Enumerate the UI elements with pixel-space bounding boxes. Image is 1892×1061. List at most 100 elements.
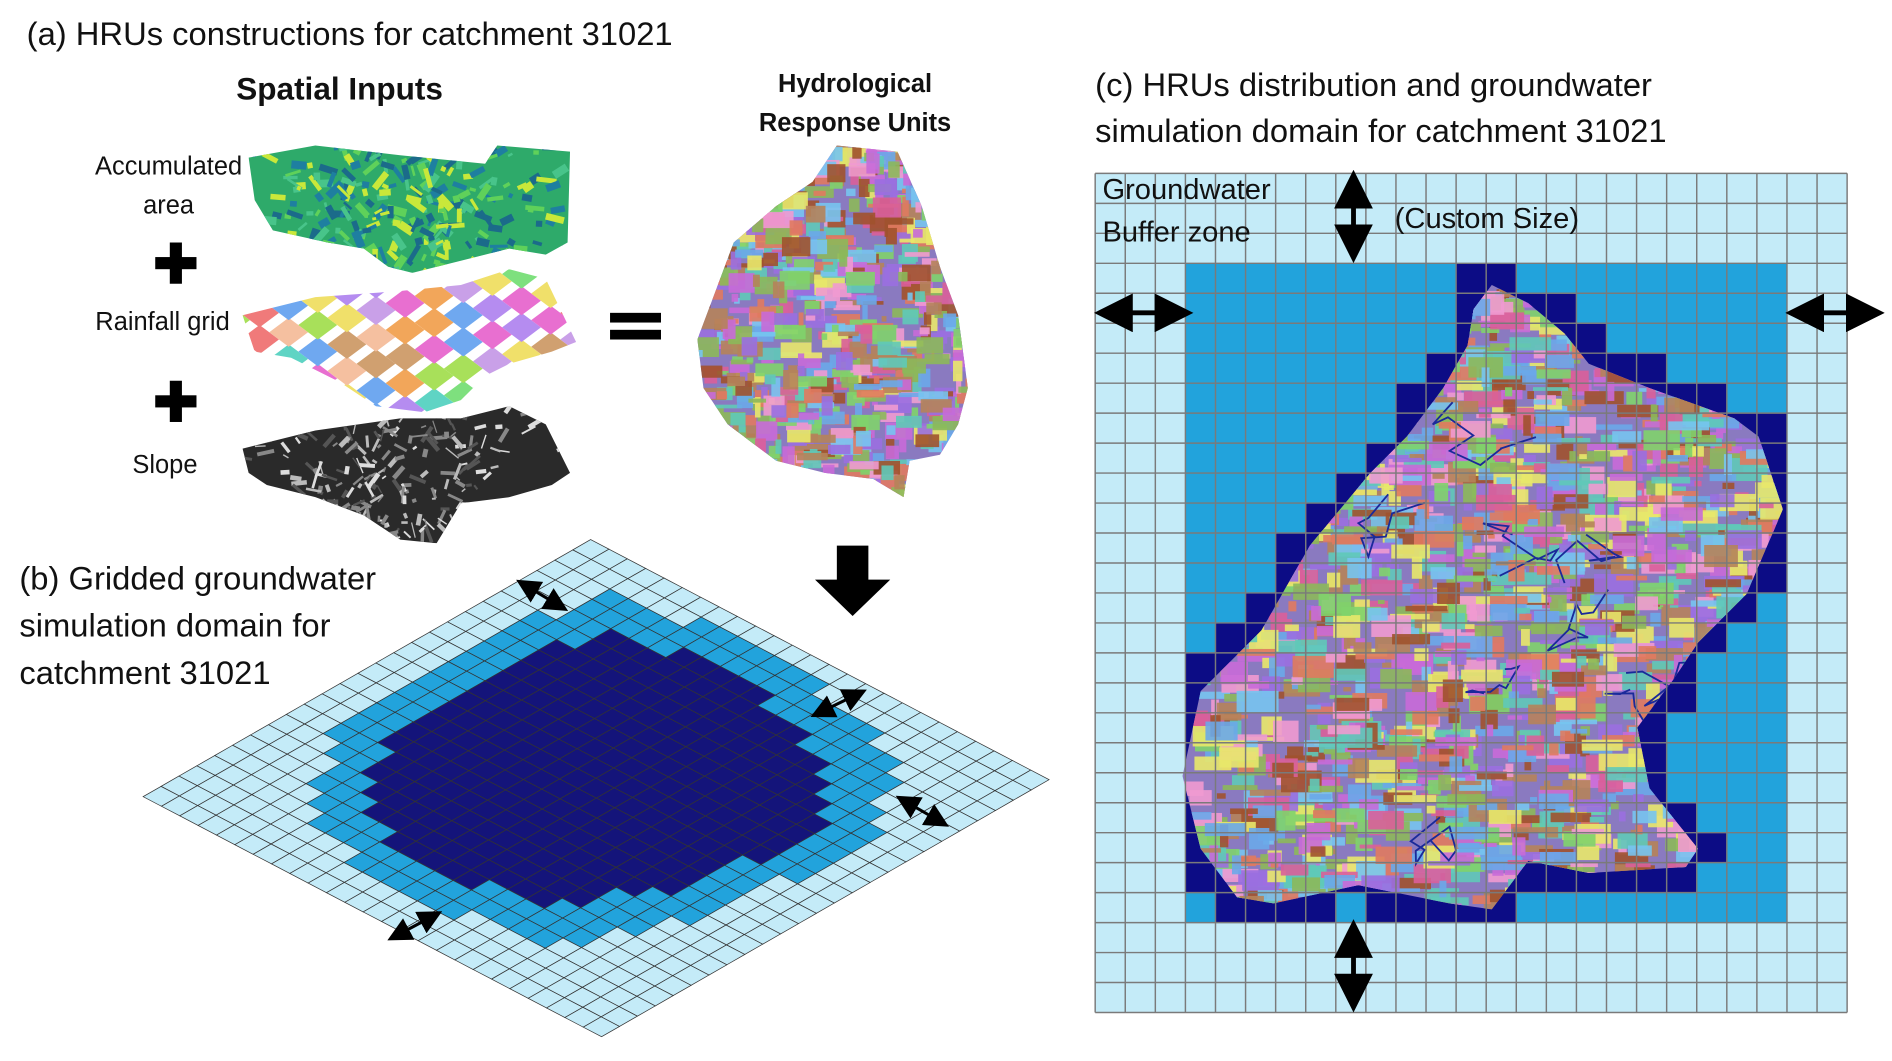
hru-patch	[1523, 454, 1536, 463]
hru-patch	[834, 499, 862, 516]
hru-patch	[704, 405, 715, 415]
hru-patch	[727, 376, 746, 387]
hru-patch	[934, 214, 962, 219]
map-texture	[409, 543, 415, 552]
map-texture	[343, 122, 349, 131]
grid-cell	[1125, 263, 1156, 294]
map-texture	[446, 166, 455, 177]
grid-cell	[1155, 772, 1186, 803]
grid-cell	[1305, 922, 1336, 953]
grid-cell	[1726, 982, 1757, 1013]
hru-patch	[958, 145, 968, 158]
hru-patch	[769, 492, 792, 497]
grid-cell	[1636, 922, 1667, 953]
map-texture	[477, 229, 490, 240]
hru-patch	[898, 392, 925, 398]
hru-patch	[755, 363, 784, 377]
grid-cell	[1155, 503, 1186, 534]
map-texture	[331, 514, 347, 520]
map-texture	[269, 504, 281, 517]
grid-cell	[1696, 682, 1727, 713]
hru-patch	[1610, 800, 1619, 810]
hru-patch	[976, 232, 983, 239]
map-texture	[338, 276, 347, 296]
map-texture	[411, 136, 418, 143]
hru-patch	[826, 384, 848, 390]
hru-patch	[939, 173, 947, 185]
map-texture	[364, 416, 380, 420]
map-texture	[382, 466, 387, 473]
hru-patch	[731, 294, 739, 302]
hru-patch	[972, 232, 981, 237]
hru-patch	[925, 295, 957, 305]
hru-patch	[942, 282, 960, 297]
hru-patch	[882, 365, 914, 371]
hru-patch	[1309, 724, 1321, 742]
input-label: Rainfall grid	[95, 308, 229, 336]
map-texture	[310, 410, 317, 423]
map-texture	[469, 198, 479, 211]
grid-cell	[1516, 892, 1547, 923]
hru-patch	[1722, 482, 1735, 489]
grid-cell	[1305, 892, 1336, 923]
map-texture	[528, 172, 543, 186]
hru-patch	[1377, 599, 1385, 604]
hru-patch	[1430, 567, 1456, 580]
map-texture	[337, 391, 341, 395]
hru-patch	[966, 473, 968, 483]
hru-patch	[794, 473, 809, 482]
grid-cell	[1305, 443, 1336, 474]
grid-cell	[1456, 952, 1487, 983]
map-texture	[452, 462, 463, 481]
map-texture	[341, 167, 357, 182]
grid-cell	[1426, 982, 1457, 1013]
grid-cell	[1786, 622, 1818, 653]
map-texture	[422, 560, 432, 568]
hru-patch	[711, 170, 730, 181]
map-texture	[484, 401, 498, 404]
hru-patch	[756, 421, 778, 441]
map-texture	[379, 188, 391, 197]
grid-cell	[1185, 233, 1216, 264]
map-texture	[459, 147, 470, 157]
hru-patch	[1411, 556, 1423, 579]
hru-patch	[948, 276, 968, 283]
hru-patch	[771, 377, 781, 397]
grid-cell	[1125, 592, 1156, 623]
grid-cell	[1546, 203, 1577, 234]
hru-patch	[913, 229, 923, 238]
map-texture	[457, 65, 463, 71]
map-texture	[401, 164, 411, 181]
map-texture	[475, 468, 487, 475]
map-texture	[404, 179, 410, 191]
grid-cell	[1666, 742, 1697, 773]
map-texture	[281, 495, 295, 503]
hru-patch	[758, 347, 781, 360]
hru-patch	[1619, 507, 1659, 521]
hru-patch	[1508, 820, 1531, 829]
grid-cell	[1125, 712, 1156, 743]
map-texture	[284, 255, 290, 263]
hru-patch	[775, 439, 782, 454]
hru-patch	[697, 276, 708, 291]
hru-patch	[771, 405, 792, 418]
map-texture	[503, 406, 518, 415]
grid-cell	[1696, 323, 1727, 354]
map-texture	[450, 423, 456, 431]
hru-patch	[909, 487, 924, 498]
hru-patch	[735, 492, 749, 498]
grid-cell	[1817, 832, 1848, 863]
map-texture	[458, 189, 471, 200]
map-texture	[345, 258, 359, 268]
map-texture	[445, 447, 459, 459]
hru-patch	[921, 258, 937, 266]
hru-patch	[943, 428, 968, 449]
grid-cell	[1726, 293, 1757, 324]
map-texture	[352, 499, 366, 507]
rain-cell	[589, 158, 628, 187]
hru-patch	[873, 500, 881, 510]
grid-cell	[1245, 562, 1276, 593]
hru-patch	[849, 319, 876, 329]
map-texture	[381, 276, 391, 288]
hru-patch	[1355, 679, 1366, 695]
